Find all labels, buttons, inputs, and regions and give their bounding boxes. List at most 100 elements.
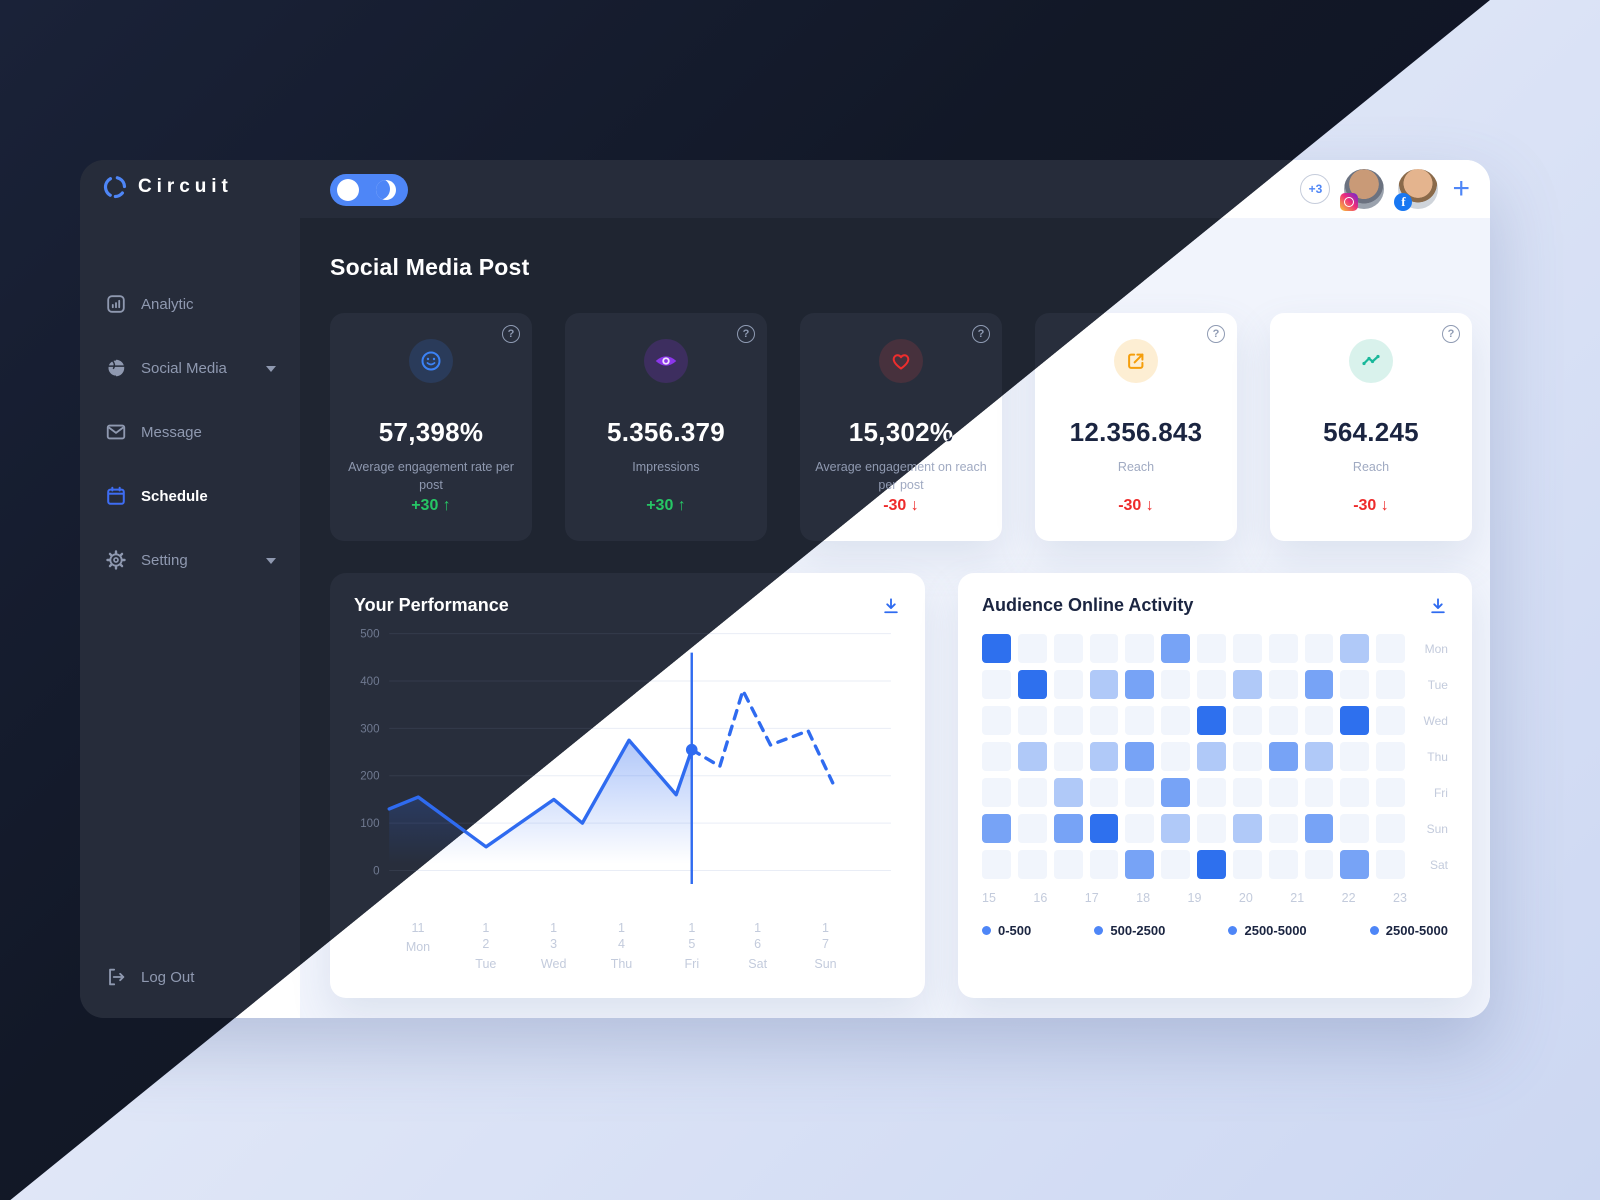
facebook-icon: f (1394, 193, 1413, 211)
eye-icon (644, 339, 688, 383)
heatmap-cell (982, 850, 1011, 879)
performance-chart-svg: 500 400 300 200 100 0 (360, 628, 891, 885)
logout-icon (109, 968, 125, 986)
add-account-button[interactable]: + (1452, 172, 1470, 205)
heatmap-cell (1376, 850, 1406, 879)
arrow-down-icon: ↓ (910, 497, 919, 514)
chevron-down-icon (266, 366, 276, 372)
heatmap-cell (1376, 778, 1406, 807)
heatmap-cell (1268, 850, 1298, 879)
heatmap-hour-label: 22 (1341, 891, 1356, 905)
heatmap-grid: Mon Tue Wed Thu Fri Sun Sat (982, 634, 1448, 879)
stat-delta: -30 ↓ (883, 497, 919, 514)
help-icon[interactable]: ? (1207, 325, 1225, 343)
heatmap-cell (1340, 778, 1370, 807)
avatar[interactable]: f (1394, 169, 1439, 211)
heatmap-cell (1017, 634, 1047, 663)
heatmap-cell (1304, 778, 1334, 807)
heatmap-cell (1161, 634, 1191, 663)
heatmap-cell (982, 634, 1011, 663)
smiley-icon (409, 339, 453, 383)
stat-value: 564.245 (1323, 417, 1419, 447)
stat-label: Average engagement rate per post (348, 460, 514, 493)
heatmap-cell (1232, 778, 1262, 807)
logout-button[interactable]: Log Out (105, 966, 194, 988)
stat-value: 5.356.379 (606, 417, 725, 447)
sidebar-item-label: Analytic (141, 295, 194, 313)
trend-up-icon (1349, 339, 1393, 383)
stat-card-impressions: ? 5.356.379 Impressions +30 ↑ (565, 313, 767, 541)
heatmap-hour-label: 16 (1033, 891, 1048, 905)
legend-dot-icon (1369, 926, 1379, 935)
heatmap-hour-label: 23 (1393, 891, 1407, 905)
performance-marker-dot (685, 743, 698, 756)
heatmap-cell (1232, 634, 1262, 663)
stat-delta: +30 ↑ (411, 497, 451, 514)
help-icon[interactable]: ? (1442, 325, 1460, 343)
gear-icon (106, 550, 126, 570)
y-axis-tick: 0 (373, 864, 379, 877)
collaborators-badge[interactable]: +3 (1300, 174, 1331, 204)
y-axis-tick: 100 (360, 817, 379, 830)
stat-label: Average engagement on reach per post (815, 460, 987, 493)
heatmap-cell (1125, 634, 1155, 663)
brand-name: Circuit (138, 176, 233, 197)
stat-card-engagement-rate: ? 57,398% Average engagement rate per po… (330, 313, 532, 541)
circuit-logo-icon (103, 175, 127, 199)
stat-delta: -30 ↓ (1353, 497, 1389, 514)
sidebar-item-schedule[interactable]: Schedule (80, 482, 300, 510)
heatmap-hour-label: 19 (1187, 891, 1202, 905)
heatmap-cell (1268, 706, 1298, 735)
heatmap-day-label: Mon (1424, 641, 1448, 656)
help-icon[interactable]: ? (502, 325, 520, 343)
stat-delta: -30 ↓ (1118, 497, 1154, 514)
legend-item: 2500-5000 (1369, 923, 1448, 938)
download-icon[interactable] (881, 596, 901, 616)
heatmap-cell (982, 778, 1011, 807)
performance-card: Your Performance 500 400 300 200 100 0 (330, 573, 925, 998)
sidebar: Analytic Social Media (80, 218, 300, 1018)
theme-toggle[interactable] (330, 174, 408, 206)
heatmap-day-label: Tue (1427, 677, 1448, 692)
heatmap-cell (1268, 778, 1298, 807)
performance-title: Your Performance (354, 595, 509, 615)
sidebar-item-setting[interactable]: Setting (80, 546, 300, 574)
help-icon[interactable]: ? (972, 325, 990, 343)
download-icon[interactable] (1428, 596, 1448, 616)
heatmap-cell (1376, 634, 1406, 663)
analytics-icon (107, 295, 125, 313)
instagram-icon (1340, 193, 1359, 211)
heatmap-legend: 0-500 500-2500 2500-5000 2500-5000 (982, 923, 1448, 938)
heatmap-row: Thu (982, 742, 1448, 771)
heatmap-cell (1089, 634, 1119, 663)
sidebar-item-label: Message (141, 423, 202, 441)
sidebar-item-label: Schedule (141, 487, 208, 505)
audience-activity-card: Audience Online Activity Mon Tue Wed Thu Fri… (958, 573, 1472, 998)
avatar[interactable] (1340, 169, 1385, 211)
heatmap-cell (1053, 742, 1083, 771)
help-icon[interactable]: ? (737, 325, 755, 343)
heatmap-cell (1161, 850, 1191, 879)
y-axis-tick: 500 (360, 628, 379, 641)
heatmap-cell (1232, 670, 1262, 699)
sidebar-item-social-media[interactable]: Social Media (80, 354, 300, 382)
heatmap-day-label: Sat (1429, 857, 1448, 872)
sidebar-item-message[interactable]: Message (80, 418, 300, 446)
heatmap-cell (1340, 742, 1370, 771)
heatmap-cell (1089, 670, 1119, 699)
heatmap-cell (1017, 706, 1047, 735)
heatmap-cell (1197, 670, 1226, 699)
stat-card-reach-1: ? 12.356.843 Reach -30 ↓ (1035, 313, 1237, 541)
legend-dot-icon (1094, 926, 1104, 935)
heatmap-cell (1376, 814, 1406, 843)
heatmap-cell (1340, 706, 1370, 735)
heatmap-cell (982, 670, 1011, 699)
heatmap-cell (1232, 850, 1262, 879)
brand: Circuit (102, 174, 233, 200)
heatmap-cell (1161, 670, 1191, 699)
sidebar-item-analytic[interactable]: Analytic (80, 290, 300, 318)
